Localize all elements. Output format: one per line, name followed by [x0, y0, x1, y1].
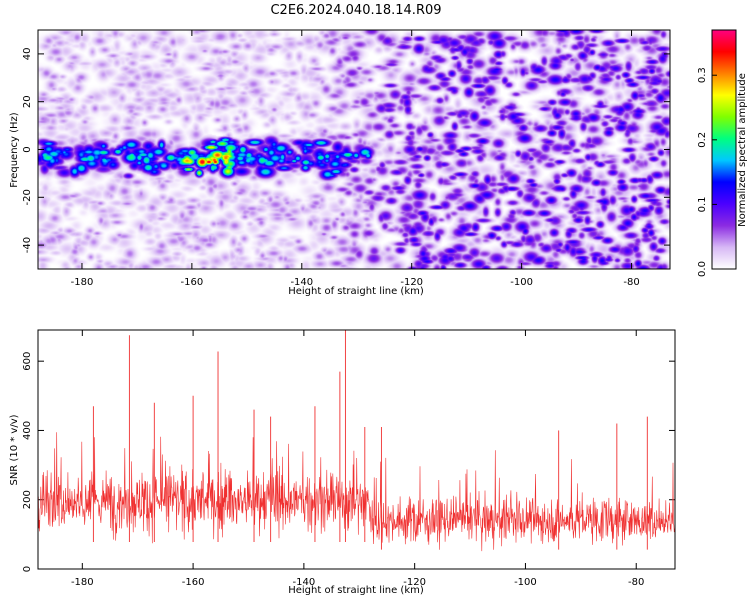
- colorbar-tick-label: 0.2: [697, 132, 708, 148]
- figure-title: C2E6.2024.040.18.14.R09: [270, 3, 441, 18]
- spectrogram-x-ticks: -180 -160 -140 -120 -100 -80: [71, 30, 640, 288]
- spectrogram-x-tick-label: -180: [71, 277, 94, 288]
- snr-series-line: [37, 432, 676, 552]
- colorbar: 0.0 0.1 0.2 0.3 Normalized spectral amplitu…: [697, 29, 748, 277]
- snr-y-tick-label: 0: [22, 566, 33, 572]
- colorbar-label: Normalized spectral amplitude: [737, 73, 748, 227]
- colorbar-gradient: [712, 30, 736, 269]
- colorbar-tick-label: 0.1: [697, 196, 708, 212]
- spectrogram-x-tick-label: -120: [400, 277, 423, 288]
- snr-y-axis-label: SNR (10 * v/v): [9, 414, 20, 485]
- snr-x-axis-label: Height of straight line (km): [288, 585, 424, 596]
- spectrogram-y-tick-label: 20: [22, 95, 33, 108]
- colorbar-tick-label: 0.0: [697, 261, 708, 277]
- spectrogram-y-tick-label: -40: [22, 237, 33, 253]
- snr-x-tick-label: -140: [293, 577, 316, 588]
- spectrogram-x-tick-label: -100: [510, 277, 533, 288]
- snr-x-tick-label: -180: [71, 577, 94, 588]
- spectrogram-x-tick-label: -80: [623, 277, 639, 288]
- snr-x-tick-label: -160: [182, 577, 205, 588]
- spectrogram-panel: -180 -160 -140 -120 -100 -80 -40 -20 0 20 40 Heig…: [9, 29, 671, 297]
- colorbar-ticks: 0.0 0.1 0.2 0.3: [697, 67, 717, 277]
- snr-panel: 0 200 400 600 -180 -160 -140 -120 -100 -80 Heigh…: [9, 329, 676, 596]
- spectrogram-x-axis-label: Height of straight line (km): [288, 286, 424, 297]
- spectrogram-y-tick-label: 40: [22, 48, 33, 61]
- snr-y-tick-label: 600: [22, 352, 33, 371]
- spectrogram-y-ticks: -40 -20 0 20 40: [22, 48, 670, 253]
- snr-y-ticks: 0 200 400 600: [22, 352, 675, 572]
- spectrogram-y-tick-label: -20: [22, 189, 33, 205]
- snr-x-tick-label: -80: [628, 577, 644, 588]
- snr-y-tick-label: 200: [22, 490, 33, 509]
- snr-x-tick-label: -120: [403, 577, 426, 588]
- spectrogram-y-axis-label: Frequency (Hz): [9, 112, 20, 188]
- colorbar-tick-label: 0.3: [697, 67, 708, 83]
- spectrogram-y-tick-label: 0: [22, 146, 33, 152]
- spectrogram-x-tick-label: -140: [290, 277, 313, 288]
- colorbar-frame: [711, 29, 737, 270]
- snr-frame: [37, 329, 676, 570]
- snr-y-tick-label: 400: [22, 421, 33, 440]
- spectrogram-heatmap: [38, 30, 670, 269]
- spectrogram-x-tick-label: -160: [181, 277, 204, 288]
- snr-peaks: [92, 330, 648, 550]
- snr-x-tick-label: -100: [514, 577, 537, 588]
- snr-x-ticks: -180 -160 -140 -120 -100 -80: [71, 330, 644, 588]
